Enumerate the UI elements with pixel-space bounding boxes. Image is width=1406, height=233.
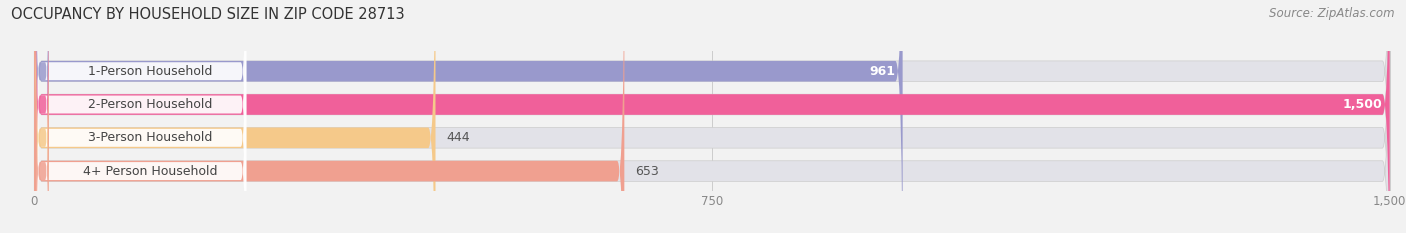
Text: 2-Person Household: 2-Person Household bbox=[89, 98, 212, 111]
FancyBboxPatch shape bbox=[37, 0, 246, 233]
FancyBboxPatch shape bbox=[37, 14, 49, 233]
Text: 1,500: 1,500 bbox=[1343, 98, 1382, 111]
FancyBboxPatch shape bbox=[37, 0, 246, 233]
Text: 3-Person Household: 3-Person Household bbox=[89, 131, 212, 144]
FancyBboxPatch shape bbox=[37, 0, 49, 229]
FancyBboxPatch shape bbox=[34, 0, 1389, 233]
Text: OCCUPANCY BY HOUSEHOLD SIZE IN ZIP CODE 28713: OCCUPANCY BY HOUSEHOLD SIZE IN ZIP CODE … bbox=[11, 7, 405, 22]
FancyBboxPatch shape bbox=[37, 0, 49, 195]
Text: 444: 444 bbox=[446, 131, 470, 144]
Text: 961: 961 bbox=[869, 65, 896, 78]
FancyBboxPatch shape bbox=[34, 0, 1389, 233]
Text: Source: ZipAtlas.com: Source: ZipAtlas.com bbox=[1270, 7, 1395, 20]
FancyBboxPatch shape bbox=[37, 47, 49, 233]
FancyBboxPatch shape bbox=[37, 0, 246, 233]
FancyBboxPatch shape bbox=[34, 0, 1389, 233]
FancyBboxPatch shape bbox=[37, 0, 246, 233]
FancyBboxPatch shape bbox=[34, 0, 436, 233]
Text: 653: 653 bbox=[636, 164, 659, 178]
FancyBboxPatch shape bbox=[34, 0, 903, 233]
FancyBboxPatch shape bbox=[34, 0, 1389, 233]
FancyBboxPatch shape bbox=[34, 0, 624, 233]
Text: 1-Person Household: 1-Person Household bbox=[89, 65, 212, 78]
FancyBboxPatch shape bbox=[34, 0, 1389, 233]
Text: 4+ Person Household: 4+ Person Household bbox=[83, 164, 218, 178]
